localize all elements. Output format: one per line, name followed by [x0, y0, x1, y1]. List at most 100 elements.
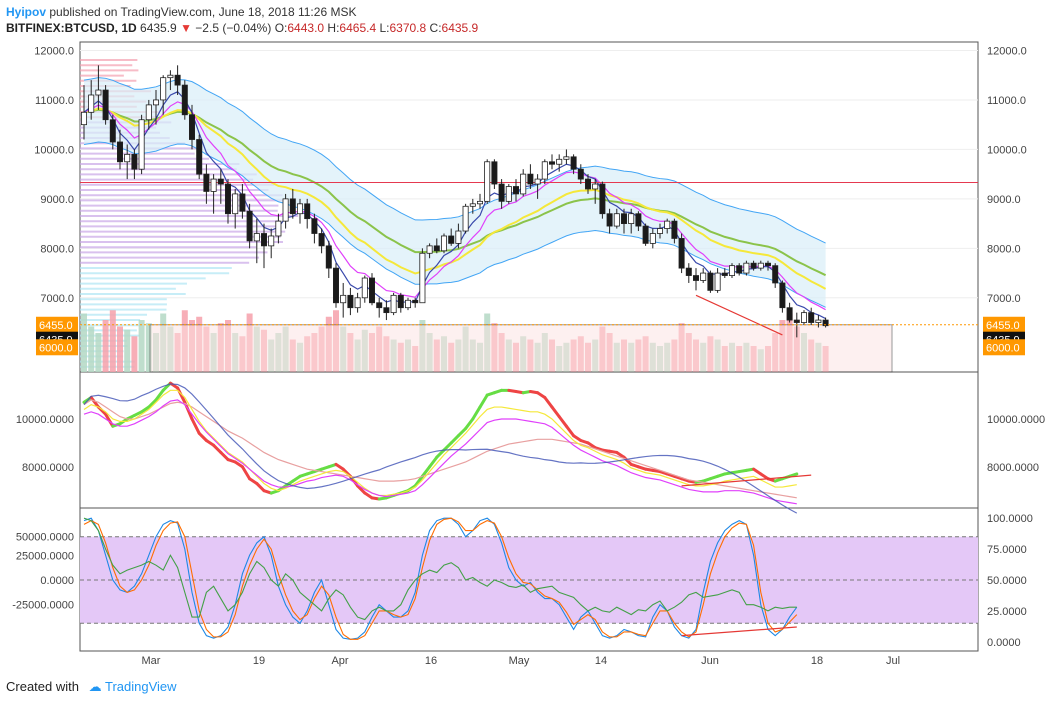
osc1-tick-left: 10000.0000: [16, 414, 74, 426]
candle-body: [276, 221, 281, 236]
osc1-fast-segment: [214, 445, 221, 452]
candle-body: [348, 295, 353, 307]
candle-body: [549, 162, 554, 164]
price-label-right: 6455.0: [986, 320, 1020, 332]
candle-body: [794, 320, 799, 322]
candle-body: [816, 320, 821, 322]
candle-body: [578, 169, 583, 179]
price-label-left: 6000.0: [39, 342, 73, 354]
osc1-tick-right: 8000.0000: [987, 462, 1039, 474]
candle-body: [679, 238, 684, 268]
candle-body: [161, 78, 166, 100]
candle-body: [751, 263, 756, 268]
volume-bar: [117, 327, 123, 373]
osc2-tick-right: 75.0000: [987, 544, 1027, 556]
candle-body: [261, 233, 266, 245]
candle-body: [528, 174, 533, 184]
candle-body: [96, 90, 101, 95]
candle-body: [168, 75, 173, 77]
candle-body: [290, 199, 295, 214]
candle-body: [463, 206, 468, 231]
x-tick-label: 16: [425, 655, 437, 667]
candle-body: [182, 85, 187, 115]
osc2-tick-right: 100.0000: [987, 513, 1033, 525]
osc1-blue-line: [84, 384, 797, 513]
candle-body: [326, 246, 331, 268]
candle-body: [384, 308, 389, 313]
volume-bar: [103, 320, 109, 372]
osc1-fast-segment: [480, 395, 487, 407]
created-with-label: Created with: [6, 679, 79, 694]
tradingview-link[interactable]: TradingView: [105, 679, 177, 694]
candle-body: [571, 157, 576, 169]
candle-body: [657, 229, 662, 234]
candle-body: [391, 295, 396, 312]
candle-body: [377, 303, 382, 308]
candle-body: [636, 214, 641, 226]
price-tick-left: 9000.0: [40, 194, 74, 206]
candle-body: [103, 90, 108, 120]
volume-bar: [110, 310, 116, 372]
candle-body: [614, 214, 619, 226]
candle-body: [650, 233, 655, 243]
candle-body: [535, 179, 540, 184]
candle-body: [708, 273, 713, 290]
osc2-tick-left: 25000.0000: [16, 550, 74, 562]
candle-body: [117, 142, 122, 162]
x-tick-label: 18: [811, 655, 823, 667]
x-tick-label: 19: [253, 655, 265, 667]
candle-body: [449, 236, 454, 243]
candle-body: [672, 221, 677, 238]
candle-body: [125, 154, 130, 161]
volume-bar: [131, 336, 137, 372]
candle-body: [729, 266, 734, 276]
candle-body: [81, 112, 86, 124]
osc2-tick-right: 0.0000: [987, 637, 1021, 649]
candle-body: [197, 140, 202, 175]
candle-body: [787, 308, 792, 320]
osc1-fast-segment: [257, 484, 264, 491]
candle-body: [254, 233, 259, 240]
volume-bar: [95, 333, 101, 372]
volume-bar: [139, 320, 145, 372]
price-label-right: 6000.0: [986, 342, 1020, 354]
candle-body: [297, 204, 302, 214]
price-label-left: 6455.0: [39, 320, 73, 332]
candle-body: [89, 95, 94, 112]
candle-body: [132, 154, 137, 169]
candle-body: [413, 300, 418, 302]
price-tick-left: 7000.0: [40, 293, 74, 305]
candle-body: [456, 231, 461, 243]
candle-body: [485, 162, 490, 202]
candle-body: [801, 313, 806, 323]
osc2-tick-left: 0.0000: [40, 575, 74, 587]
candle-body: [564, 157, 569, 159]
candle-body: [153, 100, 158, 105]
candle-body: [319, 233, 324, 245]
candle-body: [189, 115, 194, 140]
candle-body: [665, 221, 670, 228]
tradingview-logo-icon[interactable]: ☁: [89, 679, 102, 694]
candle-body: [715, 273, 720, 290]
candle-body: [211, 179, 216, 191]
candle-body: [225, 184, 230, 214]
candle-body: [737, 266, 742, 273]
candle-body: [643, 226, 648, 243]
candle-body: [557, 159, 562, 164]
x-tick-label: May: [509, 655, 530, 667]
candle-body: [621, 214, 626, 224]
candle-body: [369, 278, 374, 303]
candle-body: [175, 75, 180, 85]
osc1-fast-segment: [552, 407, 559, 417]
candle-body: [398, 295, 403, 307]
candle-body: [420, 253, 425, 302]
candle-body: [146, 105, 151, 120]
price-tick-right: 8000.0: [987, 243, 1021, 255]
x-tick-label: Jul: [886, 655, 900, 667]
range-box: [150, 325, 892, 372]
candle-body: [809, 313, 814, 323]
osc2-tick-right: 50.0000: [987, 575, 1027, 587]
candle-body: [355, 298, 360, 308]
candle-body: [110, 120, 115, 142]
